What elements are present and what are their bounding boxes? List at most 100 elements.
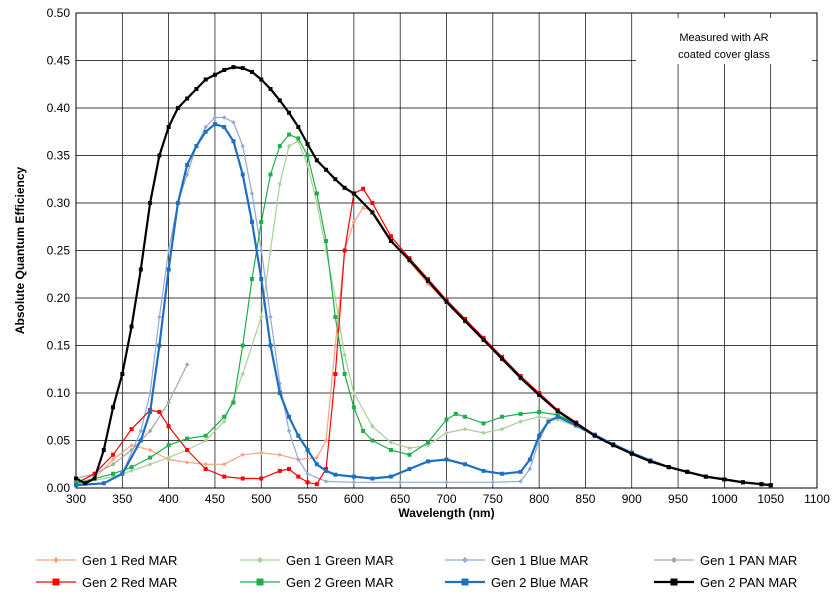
data-point xyxy=(361,429,366,433)
data-point xyxy=(92,476,97,481)
series-line xyxy=(75,207,771,486)
data-point xyxy=(444,417,449,422)
data-point xyxy=(222,115,227,120)
data-point xyxy=(240,452,245,457)
data-point xyxy=(231,120,236,125)
x-tick-label: 1100 xyxy=(804,492,830,506)
series-gen-2-pan-mar xyxy=(74,65,773,488)
data-point xyxy=(537,433,542,438)
legend-marker xyxy=(670,556,678,564)
data-point xyxy=(203,467,208,471)
data-point xyxy=(101,481,106,486)
data-point xyxy=(500,356,505,361)
legend-label: Gen 1 Blue MAR xyxy=(491,553,589,568)
data-point xyxy=(351,390,357,396)
data-point xyxy=(425,459,430,464)
data-point xyxy=(240,343,245,348)
data-point xyxy=(203,124,208,130)
series-gen-1-pan-mar xyxy=(73,362,190,481)
data-point xyxy=(305,448,310,452)
data-point xyxy=(166,455,171,460)
legend-label: Gen 1 PAN MAR xyxy=(700,553,797,568)
series-line xyxy=(75,364,188,480)
data-point xyxy=(342,185,347,190)
x-tick-label: 1000 xyxy=(711,492,738,506)
data-point xyxy=(351,191,356,196)
data-point xyxy=(388,474,393,479)
data-point xyxy=(110,457,116,462)
series-layer xyxy=(73,65,773,488)
legend-item: Gen 2 PAN MAR xyxy=(654,575,797,590)
series-gen-1-blue-mar xyxy=(73,115,773,488)
data-point xyxy=(157,153,162,158)
data-point xyxy=(500,414,505,419)
data-point xyxy=(333,177,338,182)
data-point xyxy=(259,450,264,456)
data-point xyxy=(222,125,227,129)
x-tick-label: 850 xyxy=(575,492,595,506)
data-point xyxy=(574,421,579,426)
data-point xyxy=(388,234,393,239)
data-point xyxy=(74,483,78,488)
data-point xyxy=(296,474,301,479)
data-point xyxy=(166,267,171,272)
x-tick-label: 500 xyxy=(251,492,271,506)
x-tick-label: 950 xyxy=(668,492,688,506)
y-tick-label: 0.05 xyxy=(47,434,71,448)
data-point xyxy=(370,438,375,443)
data-point xyxy=(462,426,468,432)
data-point xyxy=(351,480,357,485)
data-point xyxy=(240,371,245,377)
data-point xyxy=(147,428,153,434)
data-point xyxy=(536,414,542,419)
x-tick-label: 400 xyxy=(159,492,179,506)
data-point xyxy=(194,144,199,148)
data-point xyxy=(185,163,190,167)
legend-marker xyxy=(256,556,264,564)
data-point xyxy=(240,66,245,71)
data-point xyxy=(129,468,134,474)
y-tick-label: 0.00 xyxy=(47,481,71,495)
legend-item: Gen 1 Red MAR xyxy=(36,553,177,568)
data-point xyxy=(388,239,393,243)
data-point xyxy=(296,136,301,141)
data-point xyxy=(546,419,551,424)
data-point xyxy=(407,445,412,451)
data-point xyxy=(314,462,319,467)
data-point xyxy=(147,390,153,396)
data-point xyxy=(240,476,245,481)
data-point xyxy=(444,430,449,436)
data-point xyxy=(611,443,616,448)
data-point xyxy=(277,452,282,457)
data-point xyxy=(147,447,153,453)
data-point xyxy=(240,143,245,149)
legend-marker xyxy=(461,556,469,564)
data-point xyxy=(287,132,292,137)
y-tick-label: 0.20 xyxy=(47,291,71,305)
data-point xyxy=(259,277,264,281)
data-point xyxy=(184,460,190,465)
data-point xyxy=(324,167,329,172)
data-point xyxy=(259,220,264,224)
data-point xyxy=(518,411,523,416)
x-axis: 300 350 400 450 500 550 600 650 700 750 800 850 900 9… xyxy=(66,492,830,506)
data-point xyxy=(259,476,264,481)
legend: Gen 1 Red MAR Gen 1 Green MAR Gen 1 Blue M… xyxy=(36,553,797,590)
data-point xyxy=(184,362,190,367)
data-point xyxy=(323,248,329,253)
data-point xyxy=(388,440,394,445)
data-point xyxy=(148,455,153,460)
legend-item: Gen 2 Red MAR xyxy=(36,575,177,590)
data-point xyxy=(277,98,282,103)
data-point xyxy=(129,324,134,329)
data-point xyxy=(370,201,375,205)
data-point xyxy=(481,421,486,426)
x-tick-label: 550 xyxy=(298,492,318,506)
data-point xyxy=(231,400,236,405)
data-point xyxy=(425,278,430,283)
data-point xyxy=(463,318,468,323)
data-point xyxy=(444,457,449,462)
data-point xyxy=(370,424,375,429)
series-gen-2-blue-mar xyxy=(74,122,773,488)
data-point xyxy=(111,405,116,410)
